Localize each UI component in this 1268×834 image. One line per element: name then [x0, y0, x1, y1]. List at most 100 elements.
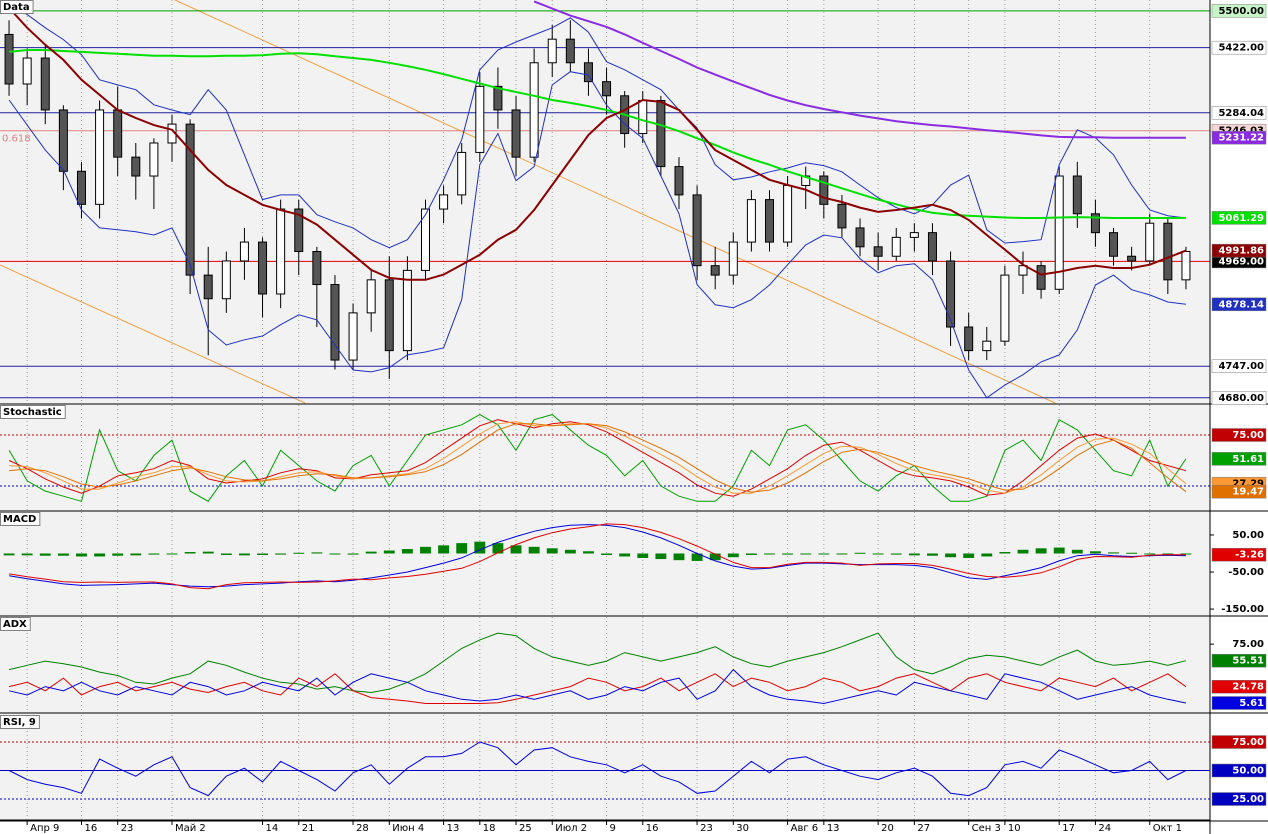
x-tick-label: 10: [1008, 823, 1021, 834]
candle-body: [964, 326, 974, 352]
x-tick-label: 18: [483, 823, 496, 834]
candle-body: [927, 232, 937, 262]
candle-body: [765, 199, 775, 243]
histogram-bar: [293, 552, 305, 554]
pane-title-box: [0, 0, 34, 14]
candle-body: [493, 85, 503, 111]
histogram-bar: [800, 553, 812, 555]
last-value-label-box: [1211, 679, 1267, 694]
last-value-label: 4878.14: [1218, 299, 1264, 310]
histogram-bar: [1108, 552, 1119, 554]
last-value-label: 5231.22: [1218, 133, 1264, 144]
histogram-bar: [546, 548, 558, 554]
candle-body: [185, 123, 195, 276]
histogram-bar: [365, 551, 377, 554]
last-value-label-box: [1211, 130, 1267, 145]
candle-body: [239, 241, 249, 262]
series-line: [8, 632, 1187, 694]
series-line: [533, 0, 1186, 139]
pane-title-box: [0, 715, 40, 729]
candle-body: [1036, 265, 1046, 290]
x-tick-label: 14: [266, 823, 279, 834]
candle-body: [529, 62, 539, 158]
candle-body: [420, 208, 430, 271]
pane-title-box: [0, 512, 41, 526]
histogram-bar: [474, 541, 486, 554]
trend-line: [0, 264, 306, 404]
last-value-label: 51.61: [1232, 454, 1264, 465]
histogram-bar: [908, 553, 920, 556]
series-line: [8, 7, 1187, 281]
histogram-bar: [3, 553, 15, 556]
candle-body: [348, 312, 358, 361]
x-tick-label: 28: [356, 823, 369, 834]
pane-title-box: [0, 405, 66, 419]
candle-body: [1145, 222, 1155, 262]
x-tick-label: 9: [610, 823, 616, 834]
candle-body: [692, 194, 702, 267]
last-value-label: -3.26: [1235, 550, 1264, 561]
candle-body: [819, 175, 829, 205]
histogram-bar: [112, 553, 124, 556]
candle-body: [58, 109, 68, 172]
candle-body: [583, 62, 593, 83]
level-label-box: [1211, 359, 1267, 373]
histogram-bar: [927, 553, 938, 556]
x-tick-label: Апр 9: [30, 823, 59, 834]
histogram-bar: [836, 553, 848, 555]
candle-body: [891, 236, 901, 257]
level-label-box: [1211, 735, 1267, 749]
histogram-bar: [999, 552, 1011, 554]
histogram-bar: [1017, 549, 1029, 554]
histogram-bar: [257, 553, 268, 555]
x-tick-label: Май 2: [175, 823, 206, 834]
trend-line: [174, 0, 1056, 404]
histogram-bar: [311, 552, 323, 554]
level-label-box: [1211, 763, 1267, 778]
candle-body: [837, 203, 847, 229]
histogram-bar: [492, 543, 504, 554]
candle-body: [40, 57, 50, 111]
histogram-bar: [619, 553, 631, 557]
x-tick-label: 23: [121, 823, 134, 834]
candle-body: [511, 109, 521, 158]
x-tick-label: 16: [646, 823, 659, 834]
x-tick-label: 30: [736, 823, 749, 834]
candle-body: [873, 246, 883, 257]
level-label-box: [1211, 428, 1267, 442]
histogram-bar: [872, 553, 884, 555]
y-tick-label: 75.00: [1232, 639, 1264, 650]
histogram-bar: [220, 553, 232, 555]
histogram-bar: [130, 553, 142, 556]
candle-body: [946, 260, 956, 328]
candle-body: [294, 208, 304, 253]
candle-body: [258, 241, 268, 295]
last-value-label: 55.51: [1232, 656, 1264, 667]
candle-body: [439, 194, 449, 210]
level-label: 5500.00: [1218, 6, 1264, 17]
series-line: [8, 49, 1186, 219]
histogram-bar: [1089, 551, 1101, 554]
x-tick-label: Июн 4: [392, 823, 424, 834]
level-label: 5422.00: [1218, 43, 1264, 54]
histogram-bar: [510, 545, 522, 554]
x-tick-label: 24: [1098, 823, 1111, 834]
histogram-bar: [21, 553, 33, 556]
histogram-bar: [57, 553, 69, 556]
pane-title: Stochastic: [3, 407, 62, 418]
histogram-bar: [963, 553, 975, 558]
last-value-label: 5.61: [1239, 698, 1264, 709]
histogram-bar: [673, 553, 685, 561]
histogram-bar: [1053, 547, 1065, 554]
series-line: [8, 419, 1187, 497]
histogram-bar: [528, 546, 540, 554]
x-tick-label: Сен 3: [972, 823, 1001, 834]
level-label: 4680.00: [1218, 393, 1264, 404]
histogram-bar: [890, 553, 902, 555]
histogram-bar: [709, 553, 721, 561]
candle-body: [1000, 274, 1010, 342]
histogram-bar: [564, 549, 576, 554]
candle-body: [565, 38, 575, 64]
